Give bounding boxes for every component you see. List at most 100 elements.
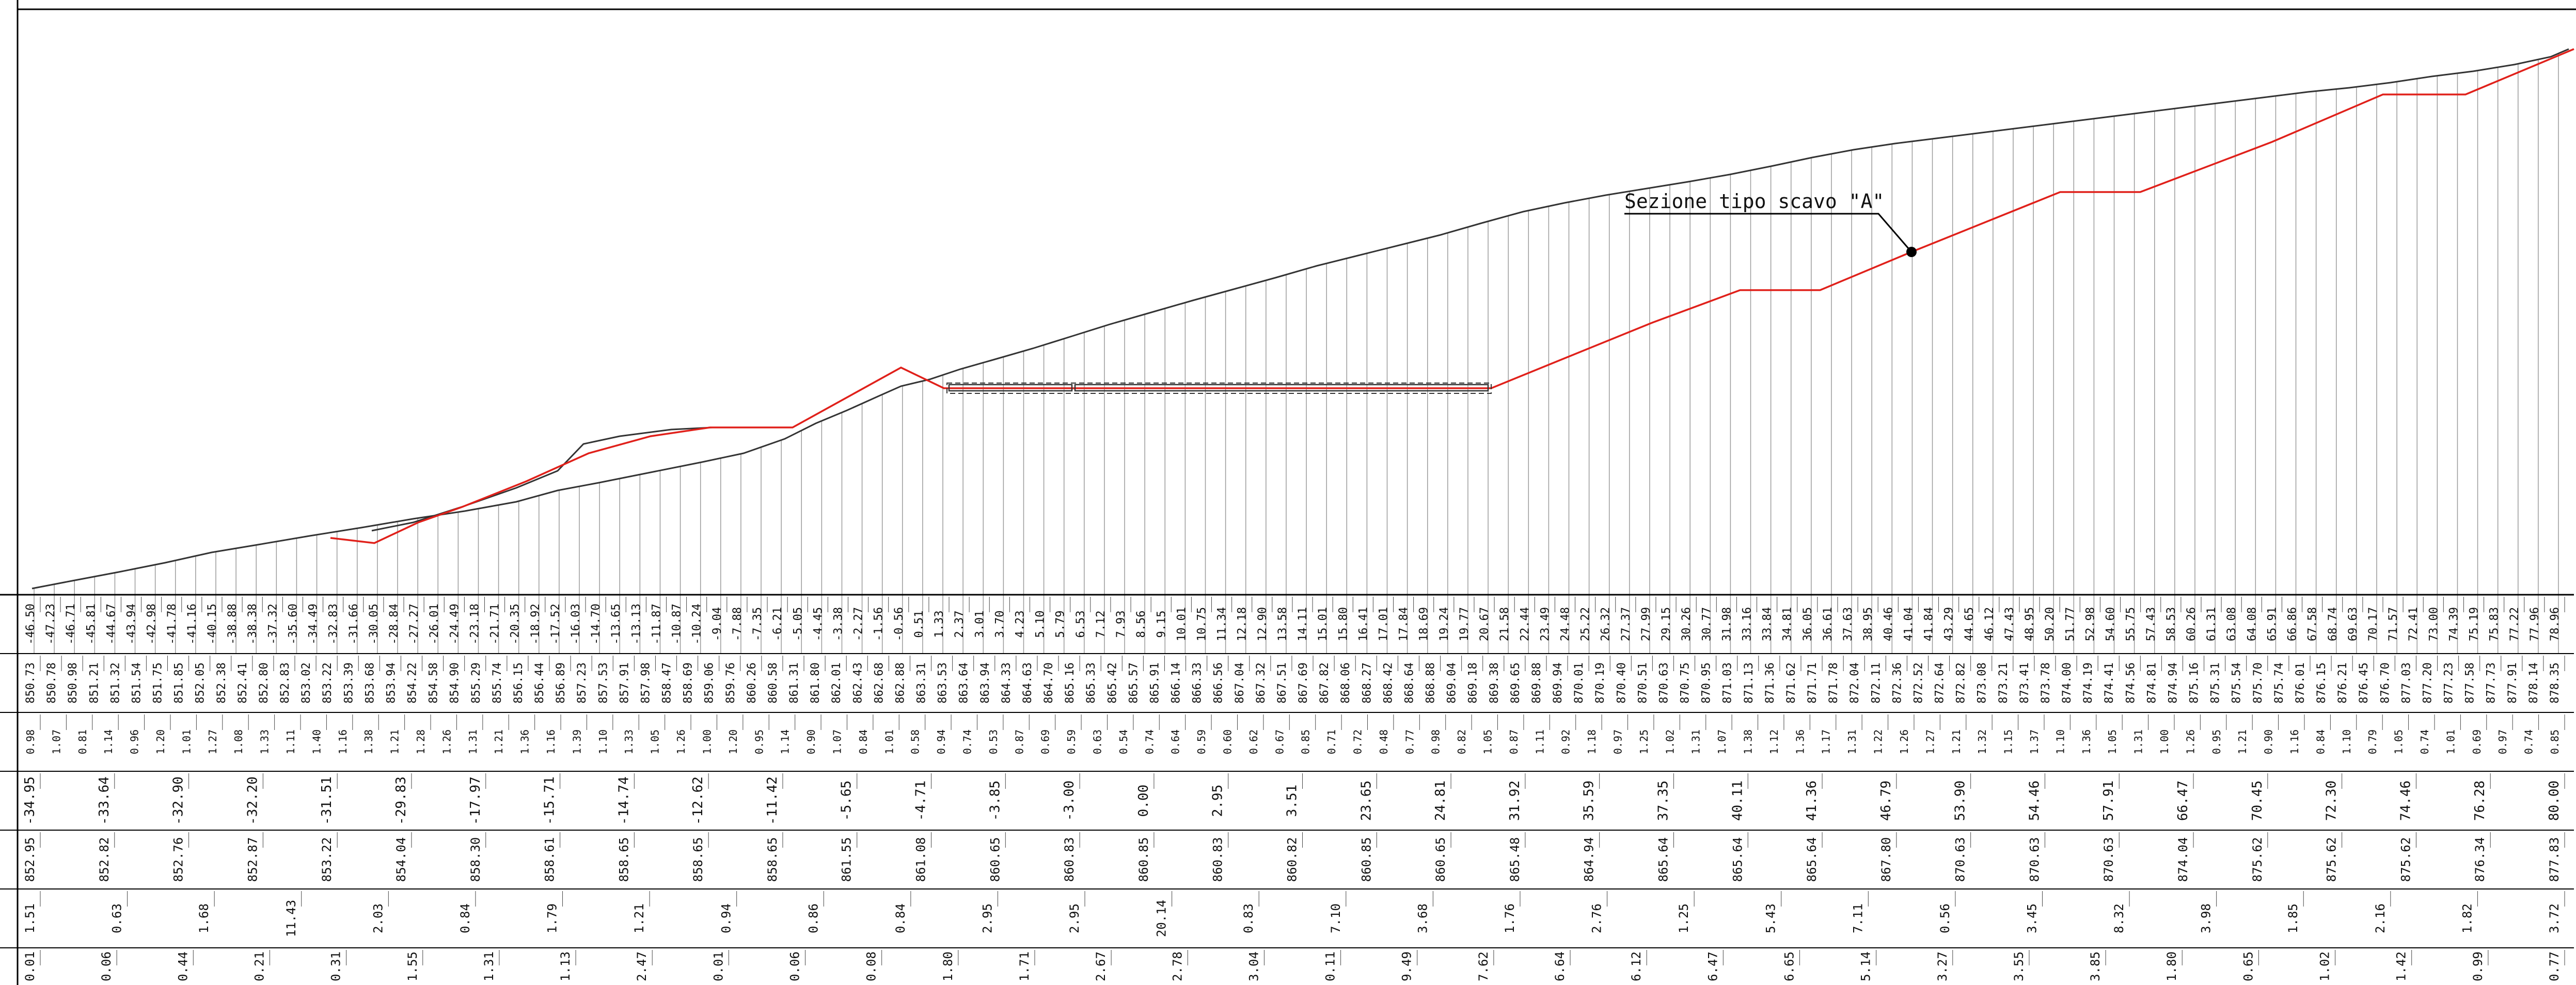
table-cell-value: 1.02 [2318,951,2332,981]
table-cell-value: -31.66 [347,603,360,644]
table-cell-value: 871.13 [1743,662,1756,703]
table-cell-value: 0.84 [857,729,870,754]
table-cell-value: 5.14 [1859,951,1873,981]
table-cell-value: 0.08 [864,951,879,981]
table-cell-value: -32.20 [245,776,260,825]
table-cell-value: -13.13 [630,603,643,644]
table-cell-value: 1.27 [1924,729,1936,754]
table-cell-value: 1.01 [883,729,895,754]
table-cell-value: 1.31 [1690,729,1702,754]
table-cell-value: 0.74 [2419,729,2431,754]
table-cell-value: 875.16 [2188,662,2201,703]
table-cell-value: 8.32 [2112,903,2126,933]
table-cell-value: 875.70 [2252,662,2265,703]
table-cell-value: 33.16 [1741,607,1754,641]
table-cell-value: 0.67 [1273,729,1286,754]
table-cell-value: 872.82 [1955,662,1968,703]
table-cell-value: 36.61 [1822,607,1835,641]
table-cell-value: 8.56 [1135,611,1148,638]
table-cell-value: 854.58 [428,662,440,703]
table-cell-value: 866.33 [1191,662,1204,703]
table-cell-value: 0.94 [719,903,734,933]
station-guide-lines [34,53,2559,654]
table-cell-value: 1.31 [482,951,496,981]
table-cell-value: 865.91 [1148,662,1161,703]
table-cell-value: 2.95 [980,903,994,933]
table-cell-value: 1.18 [1586,729,1598,754]
table-cell-value: 0.48 [1378,729,1390,754]
table-cell-value: -5.65 [839,781,855,821]
table-cell-value: 1.71 [1017,951,1032,981]
table-cell-value: 874.81 [2145,662,2158,703]
table-cell-value: 869.18 [1467,662,1480,703]
slab-right-segment [1074,384,1489,392]
table-cell-value: 1.33 [259,729,271,754]
table-cell-value: 1.36 [1794,729,1806,754]
table-cell-value: 873.78 [2040,662,2052,703]
table-cell-value: 41.84 [1923,607,1936,641]
table-cell-value: 865.33 [1085,662,1098,703]
ground-profile-line [31,48,2569,590]
table-cell-value: -40.15 [206,603,219,644]
table-cell-value: 853.68 [364,662,376,703]
table-cell-value: 0.65 [2241,951,2255,981]
table-cell-value: 852.41 [236,662,249,703]
table-cell-value: 23.65 [1358,781,1374,821]
table-cell-value: 866.56 [1212,662,1225,703]
table-cell-value: 1.07 [50,729,62,754]
table-cell-value: 0.97 [2496,729,2509,754]
table-cell-value: 3.72 [2547,903,2562,933]
table-cell-value: 37.35 [1655,781,1671,821]
table-cell-value: 1.36 [2080,729,2093,754]
table-cell-value: 0.21 [252,951,266,981]
table-cell-value: 78.96 [2549,607,2562,641]
table-cell-value: -11.87 [650,603,663,644]
table-cell-value: 0.69 [1039,729,1052,754]
table-cell-value: 1.76 [1503,903,1517,933]
table-cell-value: 1.55 [405,951,420,981]
table-cell-value: 867.69 [1297,662,1310,703]
table-cell-value: 861.80 [809,662,822,703]
table-cell-value: 871.62 [1785,662,1798,703]
table-cell-value: 1.11 [285,729,297,754]
table-cell-value: 12.90 [1256,607,1269,641]
table-cell-value: 1.02 [1664,729,1676,754]
table-cell-value: 870.51 [1636,662,1649,703]
table-cell-value: 26.32 [1600,607,1613,641]
table-cell-value: 16.41 [1357,607,1370,641]
table-cell-value: 70.45 [2250,781,2265,821]
table-cell-value: 853.22 [321,662,334,703]
table-cell-value: 2.37 [953,611,966,638]
table-cell-value: 63.08 [2225,607,2238,641]
table-cell-value: 851.85 [173,662,186,703]
table-cell-value: 66.86 [2286,607,2299,641]
table-cell-value: 868.27 [1361,662,1373,703]
table-cell-value: 855.74 [491,662,504,703]
table-cell-value: -1.56 [873,607,886,641]
table-cell-value: 0.60 [1221,729,1234,754]
table-cell-value: -37.32 [266,603,279,644]
table-cell-value: 855.29 [470,662,483,703]
table-cell-value: -17.97 [468,776,483,825]
table-cell-value: 878.14 [2527,662,2540,703]
table-cell-value: 875.31 [2209,662,2222,703]
table-cell-value: 7.62 [1476,951,1491,981]
table-cell-value: 1.80 [2164,951,2179,981]
ground-profile-line-upper [371,426,713,532]
table-cell-value: -4.45 [812,607,825,641]
table-cell-value: 864.63 [1021,662,1034,703]
table-cell-value: 1.39 [571,729,583,754]
table-cell-value: -2.27 [852,607,865,641]
table-cell-value: 873.08 [1976,662,1989,703]
table-cell-value: 877.23 [2443,662,2456,703]
table-cell-value: 0.95 [2210,729,2223,754]
table-cell-value: 869.94 [1552,662,1564,703]
table-cell-value: 27.37 [1620,607,1633,641]
table-cell-value: 9.49 [1400,951,1414,981]
table-cell-value: -32.83 [327,603,340,644]
table-cell-value: 1.05 [649,729,661,754]
table-cell-value: 876.21 [2336,662,2349,703]
table-cell-value: 858.65 [765,837,780,882]
table-cell-value: 870.95 [1700,662,1713,703]
table-cell-value: 0.69 [2471,729,2483,754]
